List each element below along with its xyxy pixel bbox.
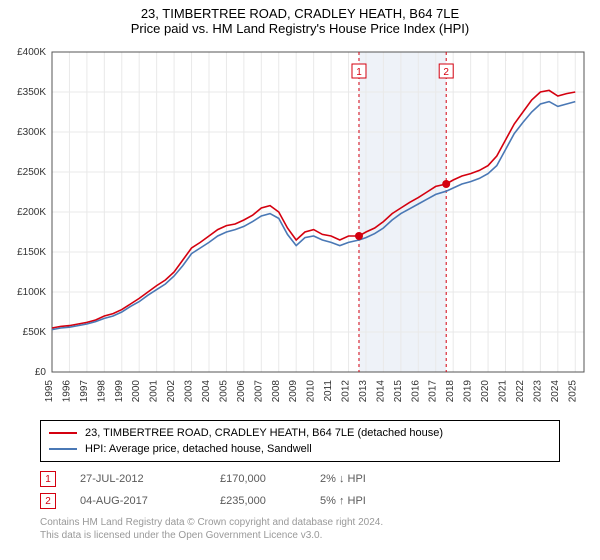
legend-label: HPI: Average price, detached house, Sand… (85, 443, 312, 455)
transaction-hpi: 5% ↑ HPI (320, 495, 440, 507)
svg-text:2015: 2015 (393, 380, 404, 403)
svg-text:2: 2 (443, 67, 449, 78)
svg-text:2023: 2023 (532, 380, 543, 403)
svg-text:2005: 2005 (218, 380, 229, 403)
svg-text:1999: 1999 (114, 380, 125, 403)
transaction-hpi: 2% ↓ HPI (320, 473, 440, 485)
chart-titles: 23, TIMBERTREE ROAD, CRADLEY HEATH, B64 … (0, 0, 600, 42)
transactions-table: 1 27-JUL-2012£170,0002% ↓ HPI 2 04-AUG-2017… (40, 468, 560, 512)
svg-text:£200K: £200K (17, 207, 46, 218)
transaction-marker: 1 (40, 471, 56, 487)
svg-text:2022: 2022 (515, 380, 526, 403)
line-chart-svg: £0 £50K £100K £150K £200K £250K £300K £350K £400… (0, 42, 600, 412)
legend-row: HPI: Average price, detached house, Sand… (49, 441, 551, 457)
chart-area: £0 £50K £100K £150K £200K £250K £300K £350K £400… (0, 42, 600, 412)
svg-text:2020: 2020 (480, 380, 491, 403)
title-main: 23, TIMBERTREE ROAD, CRADLEY HEATH, B64 … (0, 6, 600, 21)
transaction-date: 27-JUL-2012 (80, 473, 220, 485)
transaction-row: 2 04-AUG-2017£235,0005% ↑ HPI (40, 490, 560, 512)
svg-text:2014: 2014 (375, 380, 386, 403)
footer-line2: This data is licensed under the Open Gov… (40, 529, 560, 542)
svg-text:£50K: £50K (23, 327, 47, 338)
svg-text:1995: 1995 (44, 380, 55, 403)
svg-text:1996: 1996 (61, 380, 72, 403)
svg-text:2001: 2001 (149, 380, 160, 403)
svg-text:2007: 2007 (253, 380, 264, 403)
svg-text:2019: 2019 (463, 380, 474, 403)
transaction-row: 1 27-JUL-2012£170,0002% ↓ HPI (40, 468, 560, 490)
svg-text:2003: 2003 (184, 380, 195, 403)
svg-text:1: 1 (356, 67, 362, 78)
transaction-price: £170,000 (220, 473, 320, 485)
transaction-price: £235,000 (220, 495, 320, 507)
svg-text:2012: 2012 (341, 380, 352, 403)
transaction-date: 04-AUG-2017 (80, 495, 220, 507)
svg-text:£0: £0 (35, 367, 47, 378)
legend-label: 23, TIMBERTREE ROAD, CRADLEY HEATH, B64 … (85, 427, 443, 439)
legend: 23, TIMBERTREE ROAD, CRADLEY HEATH, B64 … (40, 420, 560, 462)
svg-text:£300K: £300K (17, 127, 46, 138)
svg-text:2010: 2010 (306, 380, 317, 403)
svg-text:2018: 2018 (445, 380, 456, 403)
svg-text:2021: 2021 (498, 380, 509, 403)
legend-row: 23, TIMBERTREE ROAD, CRADLEY HEATH, B64 … (49, 425, 551, 441)
legend-swatch (49, 448, 77, 450)
svg-text:1998: 1998 (96, 380, 107, 403)
svg-text:2000: 2000 (131, 380, 142, 403)
svg-text:2006: 2006 (236, 380, 247, 403)
svg-text:2008: 2008 (271, 380, 282, 403)
svg-text:2017: 2017 (428, 380, 439, 403)
svg-text:£100K: £100K (17, 287, 46, 298)
svg-text:2016: 2016 (410, 380, 421, 403)
transaction-marker: 2 (40, 493, 56, 509)
svg-text:£150K: £150K (17, 247, 46, 258)
svg-text:£400K: £400K (17, 47, 46, 58)
title-sub: Price paid vs. HM Land Registry's House … (0, 21, 600, 42)
svg-text:2009: 2009 (288, 380, 299, 403)
svg-text:2013: 2013 (358, 380, 369, 403)
svg-text:1997: 1997 (79, 380, 90, 403)
footer-attribution: Contains HM Land Registry data © Crown c… (40, 516, 560, 542)
footer-line1: Contains HM Land Registry data © Crown c… (40, 516, 560, 529)
svg-text:£350K: £350K (17, 87, 46, 98)
legend-swatch (49, 432, 77, 434)
svg-text:2002: 2002 (166, 380, 177, 403)
svg-text:2004: 2004 (201, 380, 212, 403)
svg-text:2024: 2024 (550, 380, 561, 403)
svg-text:2025: 2025 (567, 380, 578, 403)
svg-text:2011: 2011 (323, 380, 334, 402)
svg-text:£250K: £250K (17, 167, 46, 178)
